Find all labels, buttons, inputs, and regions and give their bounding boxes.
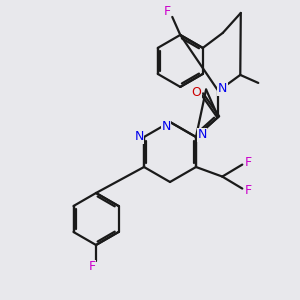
Text: F: F: [245, 184, 252, 197]
Text: O: O: [191, 86, 201, 100]
Text: F: F: [245, 156, 252, 169]
Text: N: N: [134, 130, 144, 143]
Text: N: N: [197, 128, 207, 142]
Text: F: F: [88, 260, 96, 274]
Text: N: N: [161, 119, 171, 133]
Text: F: F: [164, 5, 171, 18]
Text: N: N: [218, 82, 227, 95]
